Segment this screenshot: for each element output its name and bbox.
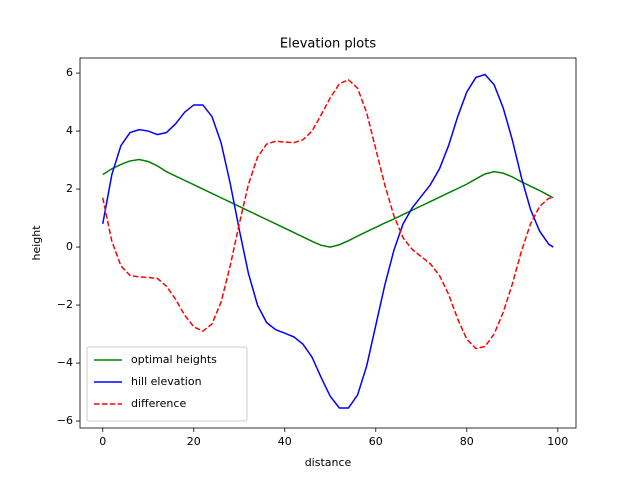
chart-title: Elevation plots <box>280 37 376 52</box>
legend-label: difference <box>131 397 186 410</box>
legend-box <box>86 346 248 422</box>
x-tick-label: 0 <box>99 435 106 448</box>
data-line <box>102 78 554 350</box>
data-line <box>102 158 554 248</box>
x-axis-label: distance <box>305 456 352 469</box>
x-tick-label: 60 <box>369 435 383 448</box>
plot-frame <box>79 57 577 429</box>
x-tick-label: 20 <box>187 435 201 448</box>
y-tick-label: 0 <box>66 240 73 253</box>
legend-label: optimal heights <box>131 353 217 366</box>
x-tick-label: 100 <box>547 435 568 448</box>
y-tick-label: −6 <box>57 414 73 427</box>
x-tick-label: 40 <box>278 435 292 448</box>
data-line <box>102 73 554 409</box>
x-tick-label: 80 <box>460 435 474 448</box>
y-tick-label: 6 <box>66 66 73 79</box>
y-tick-label: 4 <box>66 124 73 137</box>
y-axis-label: height <box>30 225 43 261</box>
y-tick-label: 2 <box>66 182 73 195</box>
y-tick-label: −2 <box>57 298 73 311</box>
y-tick-label: −4 <box>57 356 73 369</box>
legend-label: hill elevation <box>131 375 202 388</box>
